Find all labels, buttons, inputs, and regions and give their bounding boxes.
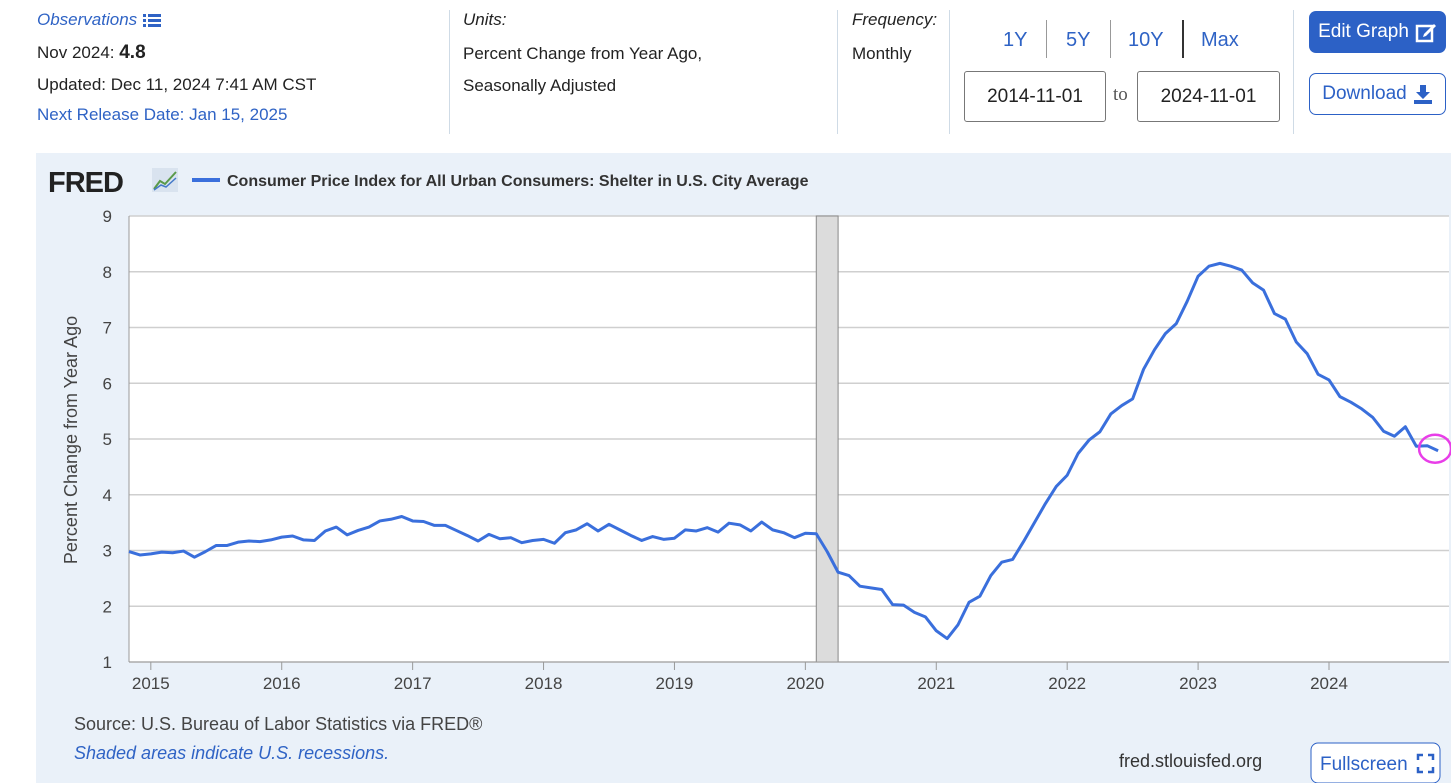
download-label: Download	[1322, 83, 1407, 104]
legend-label: Consumer Price Index for All Urban Consu…	[227, 173, 809, 190]
start-date-input[interactable]: 2014-11-01	[964, 71, 1106, 122]
y-tick-label: 8	[103, 263, 112, 282]
separator	[837, 10, 838, 134]
frequency-value: Monthly	[852, 44, 912, 63]
y-tick-label: 7	[103, 319, 112, 338]
separator	[449, 10, 450, 134]
x-tick-label: 2015	[132, 674, 170, 693]
x-tick-label: 2017	[394, 674, 432, 693]
x-tick-label: 2023	[1179, 674, 1217, 693]
range-button[interactable]: 1Y	[1003, 29, 1028, 51]
x-tick-label: 2024	[1310, 674, 1348, 693]
range-button[interactable]: Max	[1201, 29, 1239, 51]
series-line	[128, 261, 1439, 641]
y-tick-label: 1	[103, 653, 112, 672]
list-icon[interactable]	[143, 13, 161, 28]
x-tick-label: 2019	[656, 674, 694, 693]
y-tick-label: 5	[103, 430, 112, 449]
edit-icon	[1415, 24, 1436, 43]
plot-layer: 1 2 3 4 5 6 7 8 9 2015 2016 2017 2018 2019 2020 2021 202…	[103, 207, 1451, 693]
fullscreen-icon	[1416, 753, 1435, 774]
divider	[1182, 20, 1184, 58]
observation: Nov 2024: 4.8	[37, 42, 146, 64]
units-label: Units:	[463, 10, 507, 29]
x-tick-label: 2021	[917, 674, 955, 693]
y-tick-label: 2	[103, 597, 112, 616]
frequency-label: Frequency:	[852, 10, 938, 29]
observation-period: Nov 2024:	[37, 43, 115, 62]
x-tick-label: 2018	[525, 674, 563, 693]
fred-logo: FRED	[48, 167, 123, 199]
x-tick-label: 2022	[1048, 674, 1086, 693]
divider	[1110, 20, 1111, 58]
y-axis-title: Percent Change from Year Ago	[61, 316, 81, 564]
observation-value: 4.8	[119, 42, 146, 63]
y-tick-label: 9	[103, 207, 112, 226]
divider	[1046, 20, 1047, 58]
site-url: fred.stlouisfed.org	[1119, 751, 1262, 771]
units-line: Seasonally Adjusted	[463, 76, 617, 95]
end-date-input[interactable]: 2024-11-01	[1137, 71, 1280, 122]
recession-shade	[815, 215, 839, 663]
highlight-circle	[1417, 433, 1451, 464]
x-tick-label: 2020	[786, 674, 824, 693]
date-separator: to	[1113, 84, 1128, 105]
recession-note: Shaded areas indicate U.S. recessions.	[74, 743, 389, 763]
separator	[949, 10, 950, 134]
y-tick-label: 3	[103, 542, 112, 561]
units-line: Percent Change from Year Ago,	[463, 44, 703, 63]
separator	[1293, 10, 1294, 134]
fullscreen-label[interactable]: Fullscreen	[1320, 754, 1408, 775]
updated: Updated: Dec 11, 2024 7:41 AM CST	[37, 75, 317, 94]
x-tick-label: 2016	[263, 674, 301, 693]
download-icon	[1413, 85, 1432, 104]
range-button[interactable]: 10Y	[1128, 29, 1164, 51]
logo-icon	[152, 168, 178, 192]
range-button[interactable]: 5Y	[1066, 29, 1091, 51]
edit-graph-button[interactable]: Edit Graph	[1309, 11, 1446, 53]
next-release[interactable]: Next Release Date: Jan 15, 2025	[37, 105, 288, 124]
y-tick-label: 4	[103, 486, 112, 505]
source: Source: U.S. Bureau of Labor Statistics …	[74, 714, 482, 734]
fullscreen-button[interactable]	[1310, 742, 1441, 783]
y-tick-label: 6	[103, 374, 112, 393]
edit-graph-label: Edit Graph	[1318, 21, 1409, 42]
observations-label[interactable]: Observations	[37, 10, 138, 29]
download-button[interactable]: Download	[1309, 73, 1446, 115]
